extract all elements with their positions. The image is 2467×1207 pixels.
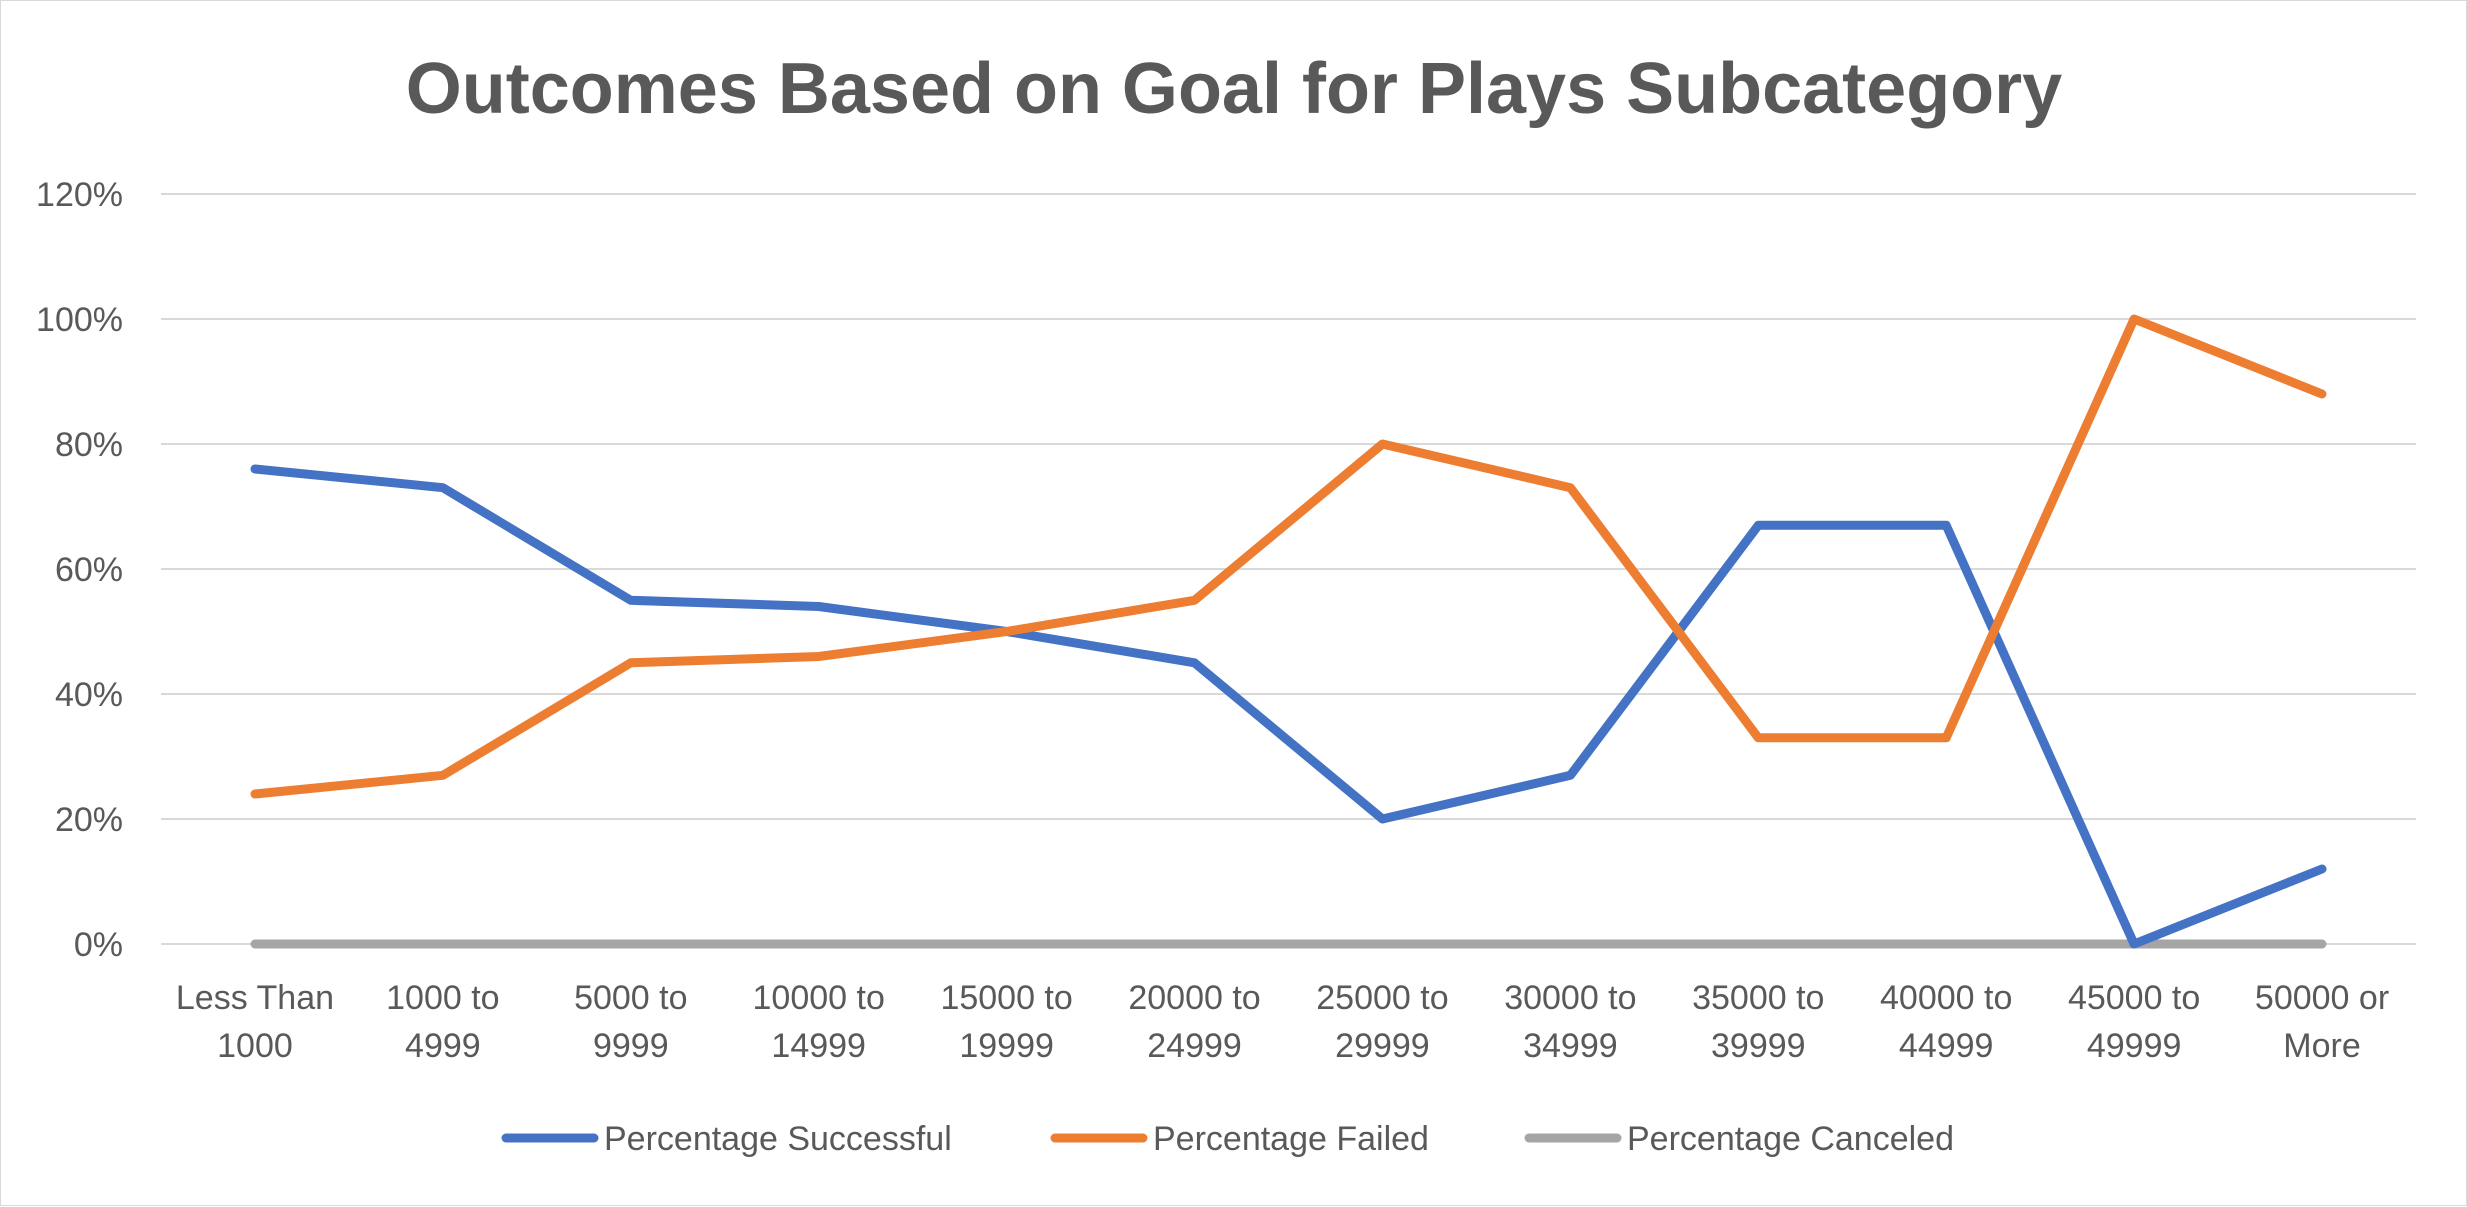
x-tick-label-line: 20000 to: [1128, 979, 1260, 1017]
series-lines: [250, 314, 2327, 949]
y-tick-label: 60%: [55, 551, 123, 589]
x-tick-label-line: 39999: [1711, 1027, 1806, 1065]
x-tick-label: 1000 to 4999: [386, 979, 499, 1065]
x-tick-label-line: 4999: [405, 1027, 481, 1065]
y-tick-label: 80%: [55, 426, 123, 464]
legend-label: Percentage Failed: [1153, 1120, 1429, 1158]
x-tick-label: 50000 or More: [2255, 979, 2389, 1065]
series-line-percentage-successful: [250, 464, 2327, 949]
chart-title: Outcomes Based on Goal for Plays Subcate…: [406, 49, 2062, 129]
x-tick-label-line: 25000 to: [1316, 979, 1448, 1017]
x-tick-label: 5000 to 9999: [574, 979, 687, 1065]
x-tick-label-line: 19999: [959, 1027, 1054, 1065]
x-tick-label-line: 30000 to: [1504, 979, 1636, 1017]
x-tick-label: 40000 to 44999: [1880, 979, 2012, 1065]
y-tick-label: 40%: [55, 676, 123, 714]
legend-label: Percentage Canceled: [1627, 1120, 1954, 1158]
gridlines: [161, 193, 2416, 945]
x-tick-label: 15000 to 19999: [940, 979, 1072, 1065]
x-tick-label: 45000 to 49999: [2068, 979, 2200, 1065]
x-tick-label: 25000 to 29999: [1316, 979, 1448, 1065]
x-tick-label-line: 45000 to: [2068, 979, 2200, 1017]
x-tick-label-line: 15000 to: [940, 979, 1072, 1017]
x-tick-label: 35000 to 39999: [1692, 979, 1824, 1065]
x-tick-label: 30000 to 34999: [1504, 979, 1636, 1065]
x-tick-label-line: 35000 to: [1692, 979, 1824, 1017]
legend-item-percentage-successful: Percentage Successful: [501, 1120, 952, 1158]
y-tick-label: 20%: [55, 801, 123, 839]
x-tick-label-line: 10000 to: [753, 979, 885, 1017]
x-tick-label-line: 9999: [593, 1027, 669, 1065]
legend: Percentage Successful Percentage Failed Pe…: [501, 1120, 1954, 1158]
x-tick-label-line: 50000 or: [2255, 979, 2389, 1017]
x-tick-label-line: 49999: [2087, 1027, 2182, 1065]
x-tick-label-line: More: [2283, 1027, 2360, 1065]
x-tick-label: Less Than 1000: [176, 979, 334, 1065]
legend-item-percentage-failed: Percentage Failed: [1050, 1120, 1429, 1158]
legend-label: Percentage Successful: [604, 1120, 952, 1158]
x-tick-label-line: 24999: [1147, 1027, 1242, 1065]
x-axis-ticks: Less Than 1000 1000 to 4999 5000 to 9999 10000…: [176, 979, 2389, 1065]
x-tick-label-line: 40000 to: [1880, 979, 2012, 1017]
x-tick-label-line: 1000 to: [386, 979, 499, 1017]
x-tick-label: 20000 to 24999: [1128, 979, 1260, 1065]
x-tick-label-line: Less Than: [176, 979, 334, 1017]
x-tick-label-line: 5000 to: [574, 979, 687, 1017]
x-tick-label: 10000 to 14999: [753, 979, 885, 1065]
x-tick-label-line: 14999: [771, 1027, 866, 1065]
y-axis-ticks: 0% 20% 40% 60% 80% 100% 120%: [36, 176, 123, 964]
x-tick-label-line: 34999: [1523, 1027, 1618, 1065]
y-tick-label: 100%: [36, 301, 123, 339]
y-tick-label: 0%: [74, 926, 123, 964]
x-tick-label-line: 29999: [1335, 1027, 1430, 1065]
legend-item-percentage-canceled: Percentage Canceled: [1524, 1120, 1954, 1158]
series-line-percentage-failed: [250, 314, 2327, 799]
x-tick-label-line: 44999: [1899, 1027, 1994, 1065]
y-tick-label: 120%: [36, 176, 123, 214]
x-tick-label-line: 1000: [217, 1027, 293, 1065]
